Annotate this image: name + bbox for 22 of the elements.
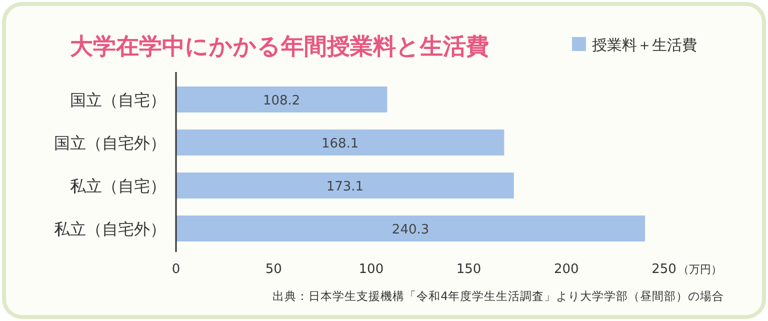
data-label: 240.3 [392,222,430,238]
bar [176,86,388,112]
data-label: 173.1 [326,180,364,194]
y-tick-label: 私立（自宅外） [54,220,166,238]
data-label: 168.1 [321,136,359,152]
y-tick-label: 私立（自宅） [70,176,166,196]
bar [176,172,514,198]
y-tick-label: 国立（自宅外） [54,134,166,152]
x-tick-label: 100 [358,262,384,277]
x-axis-title: （万円） [678,263,722,276]
y-tick-label: 国立（自宅） [70,90,166,110]
bar [176,216,646,242]
source-note: 出典：日本学生支援機構「令和4年度学生生活調査」より大学学部（昼間部）の場合 [272,289,724,303]
x-tick-label: 200 [554,262,579,277]
chart-title: 大学在学中にかかる年間授業料と生活費 [70,34,489,60]
x-tick-label: 250 [652,262,676,277]
data-label: 108.2 [262,94,300,108]
bar [176,130,504,156]
x-tick-label: 0 [172,262,180,277]
x-tick-label: 150 [456,262,482,277]
legend-label: 授業料＋生活費 [592,36,697,54]
x-tick-label: 50 [265,262,282,277]
